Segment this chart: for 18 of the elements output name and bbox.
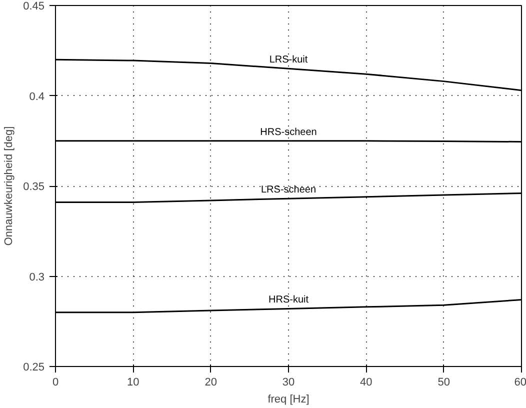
series-label: HRS-kuit xyxy=(268,294,309,306)
x-axis-title: freq [Hz] xyxy=(268,394,310,406)
series-label: LRS-scheen xyxy=(260,184,316,196)
y-tick-label: 0.35 xyxy=(23,181,45,193)
x-tick-label: 60 xyxy=(514,376,526,388)
series-label: LRS-kuit xyxy=(269,54,308,66)
series-label: HRS-scheen xyxy=(260,126,317,138)
y-tick-label: 0.4 xyxy=(29,90,45,103)
x-tick-label: 40 xyxy=(360,376,372,388)
y-tick-label: 0.45 xyxy=(23,0,45,12)
x-tick-label: 20 xyxy=(204,376,217,388)
x-tick-label: 10 xyxy=(127,376,140,388)
x-tick-label: 0 xyxy=(52,376,59,388)
x-tick-label: 50 xyxy=(438,376,450,388)
y-tick-label: 0.3 xyxy=(29,271,45,284)
x-tick-label: 30 xyxy=(282,376,295,388)
y-axis-title: Onnauwkeurigheid [deg] xyxy=(3,126,16,246)
y-tick-label: 0.25 xyxy=(23,362,45,374)
